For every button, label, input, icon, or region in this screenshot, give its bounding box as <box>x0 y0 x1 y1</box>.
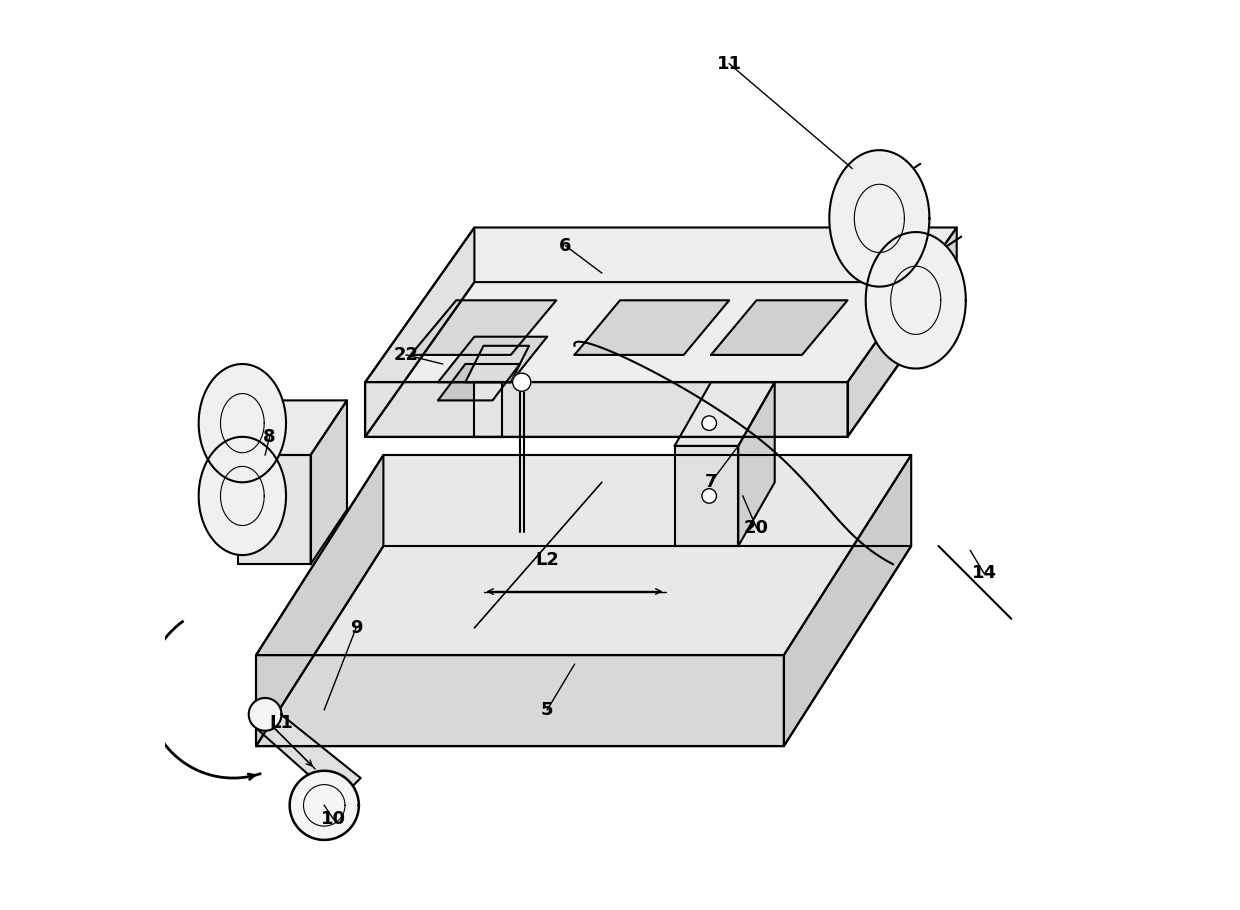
Polygon shape <box>438 364 520 400</box>
Text: 7: 7 <box>704 473 717 491</box>
Polygon shape <box>465 346 529 382</box>
Polygon shape <box>738 382 775 546</box>
Text: L1: L1 <box>269 714 294 733</box>
Polygon shape <box>198 364 286 482</box>
Text: 14: 14 <box>971 564 997 582</box>
Polygon shape <box>675 382 775 446</box>
Text: 10: 10 <box>321 810 346 828</box>
Polygon shape <box>238 400 347 455</box>
Polygon shape <box>438 337 547 382</box>
Polygon shape <box>366 382 847 437</box>
Circle shape <box>512 373 531 391</box>
Text: 8: 8 <box>263 428 277 446</box>
Polygon shape <box>366 228 957 382</box>
Text: 22: 22 <box>393 346 419 364</box>
Circle shape <box>702 489 717 503</box>
Polygon shape <box>366 228 475 437</box>
Polygon shape <box>255 455 383 746</box>
Polygon shape <box>255 705 361 801</box>
Polygon shape <box>675 446 738 546</box>
Polygon shape <box>410 300 557 355</box>
Polygon shape <box>255 546 911 746</box>
Polygon shape <box>711 300 847 355</box>
Text: 6: 6 <box>559 237 572 255</box>
Polygon shape <box>249 698 281 731</box>
Text: L2: L2 <box>536 551 559 569</box>
Polygon shape <box>830 150 930 287</box>
Text: 5: 5 <box>541 701 553 719</box>
Polygon shape <box>847 228 957 437</box>
Polygon shape <box>198 437 286 555</box>
Polygon shape <box>290 771 358 840</box>
Polygon shape <box>366 282 957 437</box>
Text: 9: 9 <box>350 619 362 637</box>
Polygon shape <box>238 455 310 564</box>
Polygon shape <box>255 655 784 746</box>
Text: 11: 11 <box>717 55 742 73</box>
Polygon shape <box>574 300 729 355</box>
Circle shape <box>702 416 717 430</box>
Polygon shape <box>475 382 502 437</box>
Text: 20: 20 <box>744 519 769 537</box>
Polygon shape <box>310 400 347 564</box>
Polygon shape <box>784 455 911 746</box>
Polygon shape <box>255 455 911 655</box>
Polygon shape <box>866 232 966 369</box>
